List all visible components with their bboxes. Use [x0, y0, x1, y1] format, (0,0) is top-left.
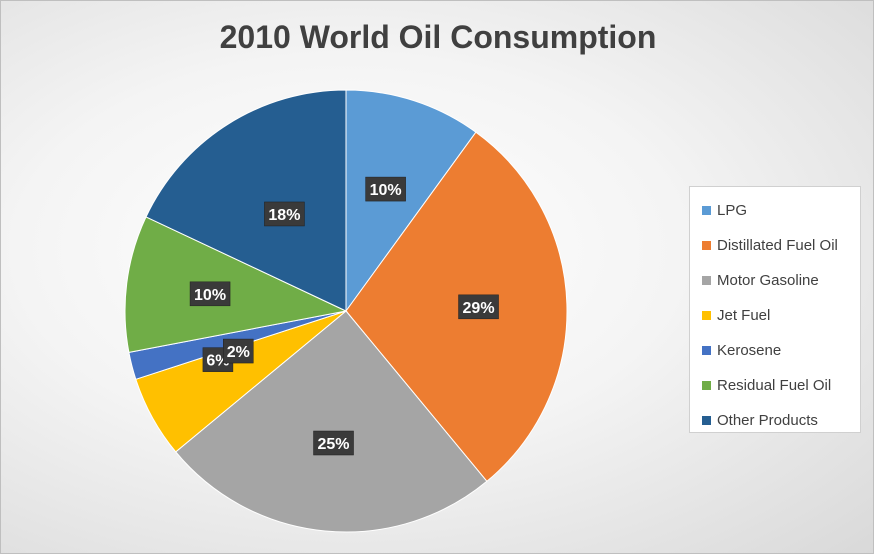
svg-text:10%: 10%: [370, 182, 402, 199]
legend-label: Distillated Fuel Oil: [717, 237, 838, 254]
legend-item-motor-gasoline: Motor Gasoline: [702, 263, 860, 298]
legend-label: Jet Fuel: [717, 307, 771, 324]
legend-swatch: [702, 241, 711, 250]
legend-item-lpg: LPG: [702, 193, 860, 228]
legend-item-kerosene: Kerosene: [702, 333, 860, 368]
legend-swatch: [702, 276, 711, 285]
legend-item-jet-fuel: Jet Fuel: [702, 298, 860, 333]
svg-text:2%: 2%: [227, 344, 250, 361]
pie-slice-distillated-fuel-oil: [345, 131, 568, 482]
legend-label: Kerosene: [717, 342, 782, 359]
svg-text:29%: 29%: [463, 300, 495, 317]
legend-label: Other Products: [717, 412, 818, 429]
legend-label: Residual Fuel Oil: [717, 377, 832, 394]
pie-slice-residual-fuel-oil: [124, 216, 348, 353]
legend-swatch: [702, 381, 711, 390]
chart-title: 2010 World Oil Consumption: [219, 19, 657, 55]
svg-text:25%: 25%: [318, 436, 350, 453]
pie-slice-motor-gasoline: [175, 310, 488, 533]
legend-swatch: [702, 346, 711, 355]
legend-item-residual-fuel-oil: Residual Fuel Oil: [702, 368, 860, 403]
data-label-motor-gasoline: 25%: [313, 430, 354, 456]
legend-label: Motor Gasoline: [717, 272, 819, 289]
svg-text:18%: 18%: [268, 207, 300, 224]
pie-slice-other-products: [145, 89, 347, 312]
legend-item-distillated-fuel-oil: Distillated Fuel Oil: [702, 228, 860, 263]
legend: LPG Distillated Fuel Oil Motor Gasoline Jet…: [689, 186, 861, 433]
data-label-other-products: 18%: [264, 201, 305, 227]
legend-swatch: [702, 206, 711, 215]
legend-swatch: [702, 311, 711, 320]
data-label-kerosene: 2%: [223, 338, 254, 364]
data-label-lpg: 10%: [365, 176, 406, 202]
legend-label: LPG: [717, 202, 748, 219]
data-label-distillated-fuel-oil: 29%: [458, 294, 499, 320]
legend-item-other-products: Other Products: [702, 403, 860, 438]
pie-slice-lpg: [345, 89, 477, 313]
data-label-residual-fuel-oil: 10%: [189, 281, 231, 307]
svg-text:10%: 10%: [194, 287, 226, 304]
legend-swatch: [702, 416, 711, 425]
